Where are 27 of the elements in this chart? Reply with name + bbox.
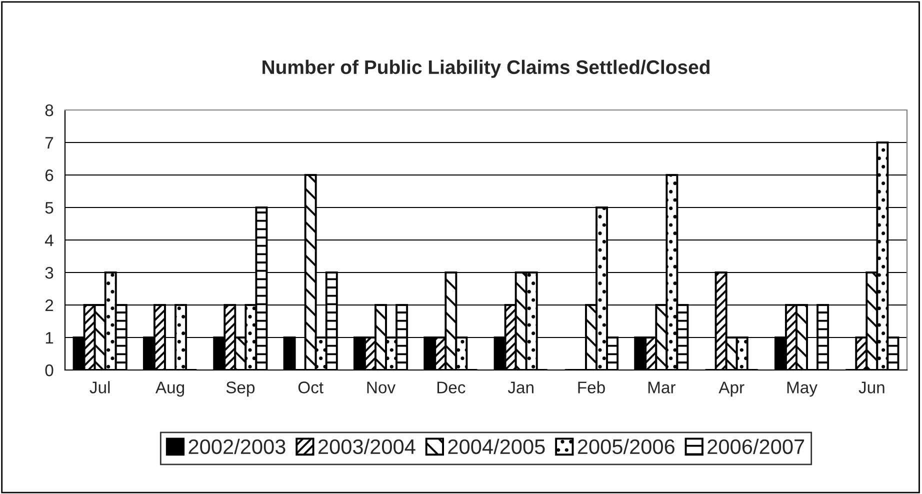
legend-label: 2003/2004 [318,438,416,454]
y-tick-label: 0 [45,364,54,376]
y-tick-label: 5 [45,202,54,214]
x-tick-label: Feb [578,381,605,394]
chart-title: Number of Public Liability Claims Settled/Closed [262,60,710,78]
x-tick-label: Aug [155,382,184,397]
y-tick-label: 1 [46,332,54,344]
legend-label: 2002/2003 [188,438,286,454]
x-tick-label: Sep [226,382,255,397]
x-tick-label: Nov [367,382,396,394]
y-tick-label: 3 [45,266,54,279]
x-tick-label: Mar [648,382,676,394]
y-tick-label: 6 [45,169,54,182]
x-tick-label: Jan [508,382,534,394]
x-tick-label: May [787,382,818,397]
x-tick-label: Dec [437,382,466,394]
y-tick-label: 4 [45,234,54,246]
x-tick-label: Oct [298,382,324,394]
y-tick-label: 2 [45,299,54,312]
x-tick-label: Jun [858,382,884,394]
legend-label: 2005/2006 [578,438,674,454]
x-tick-label: Jul [90,381,110,394]
y-tick-label: 8 [45,104,54,116]
x-tick-label: Apr [718,382,744,397]
legend-label: 2006/2007 [708,438,804,454]
y-tick-label: 7 [45,137,54,149]
legend-label: 2004/2005 [448,438,545,454]
